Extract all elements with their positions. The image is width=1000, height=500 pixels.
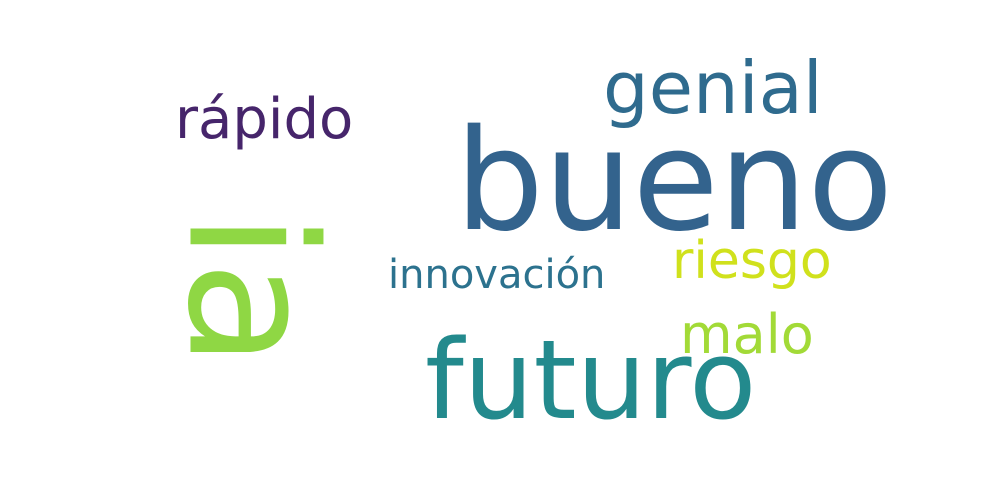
word-futuro: futuro [425,316,757,444]
word-ia: ia [148,212,352,368]
word-genial: genial [603,46,823,130]
word-bueno: bueno [455,100,894,263]
word-rapido: rápido [175,87,354,152]
word-innovacion: innovación [388,252,606,298]
word-riesgo: riesgo [672,231,832,291]
word-malo: malo [680,303,814,366]
